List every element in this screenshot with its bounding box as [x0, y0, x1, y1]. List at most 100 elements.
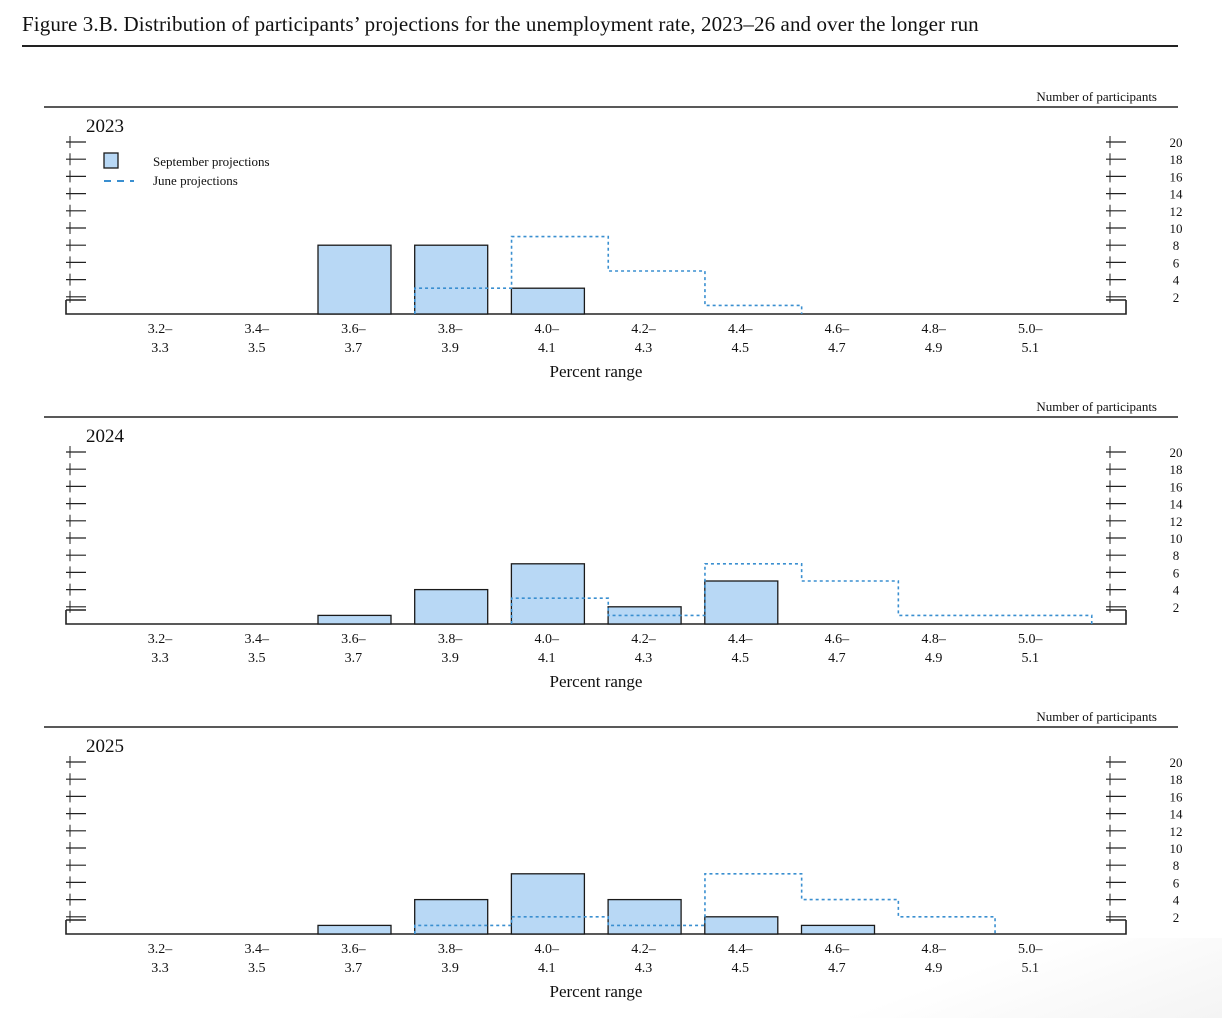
x-tick-label-high: 4.3 [635, 341, 653, 356]
x-tick-label-high: 4.7 [828, 341, 846, 356]
x-tick-label-low: 3.2– [148, 942, 174, 957]
september-bar [704, 580, 779, 625]
panel-2023: Number of participants 2023 2 4 6 8 10 12 14 16 18… [44, 89, 1183, 381]
y-tick-label: 20 [1170, 755, 1183, 770]
y-tick-label: 4 [1173, 583, 1180, 598]
title-rule [22, 45, 1178, 47]
y-tick-label: 18 [1170, 462, 1183, 477]
x-tick-label-high: 3.9 [441, 961, 459, 976]
y-tick-label: 16 [1170, 169, 1184, 184]
x-tick-label-high: 4.9 [925, 341, 943, 356]
y-axis-label: Number of participants [1036, 709, 1157, 724]
panel-year-title: 2024 [86, 426, 125, 447]
x-tick-label-low: 3.4– [244, 942, 270, 957]
panel-year-title: 2025 [86, 736, 124, 757]
x-tick-label-low: 3.8– [438, 942, 464, 957]
y-tick-label: 14 [1170, 187, 1184, 202]
september-bar [510, 873, 586, 935]
y-tick-label: 8 [1173, 238, 1180, 253]
x-axis-label: Percent range [550, 672, 643, 691]
x-tick-label-high: 4.5 [731, 341, 749, 356]
y-tick-label: 10 [1170, 841, 1183, 856]
x-tick-label-high: 4.5 [731, 651, 749, 666]
x-tick-label-low: 5.0– [1018, 322, 1044, 337]
x-tick-label-low: 3.2– [148, 322, 174, 337]
june-step-outline [510, 563, 1093, 624]
september-bar [414, 898, 489, 935]
x-tick-label-low: 3.4– [244, 632, 270, 647]
x-tick-label-low: 4.4– [728, 632, 754, 647]
september-bar [317, 924, 392, 935]
september-bar [510, 563, 586, 625]
x-tick-label-low: 3.6– [341, 322, 367, 337]
x-tick-label-high: 4.1 [538, 961, 556, 976]
x-tick-label-high: 5.1 [1022, 961, 1040, 976]
y-tick-label: 2 [1173, 290, 1180, 305]
x-tick-label-high: 3.7 [345, 961, 363, 976]
x-tick-label-high: 3.3 [151, 341, 169, 356]
x-tick-label-low: 4.2– [631, 632, 657, 647]
x-tick-label-low: 3.8– [438, 322, 464, 337]
x-tick-label-low: 4.8– [921, 632, 947, 647]
x-tick-label-low: 3.4– [244, 322, 270, 337]
y-tick-label: 8 [1173, 858, 1180, 873]
x-tick-label-high: 3.5 [248, 961, 266, 976]
june-step-outline [414, 873, 996, 934]
x-tick-label-high: 3.3 [151, 961, 169, 976]
x-tick-label-low: 4.2– [631, 942, 657, 957]
x-tick-label-high: 3.5 [248, 651, 266, 666]
panel-2024: Number of participants 2024 2 4 6 8 10 12 14 16 18… [44, 399, 1183, 691]
x-tick-label-high: 3.9 [441, 651, 459, 666]
y-tick-label: 2 [1173, 600, 1180, 615]
x-tick-label-high: 4.1 [538, 341, 556, 356]
x-tick-label-high: 5.1 [1022, 341, 1040, 356]
y-tick-label: 18 [1170, 772, 1183, 787]
x-tick-label-high: 4.9 [925, 961, 943, 976]
x-tick-label-low: 4.0– [535, 632, 561, 647]
panel-2025: Number of participants 2025 2 4 6 8 10 12 14 16 18… [44, 709, 1183, 1001]
x-tick-label-low: 3.2– [148, 632, 174, 647]
september-bar [317, 614, 392, 625]
y-tick-label: 12 [1170, 824, 1183, 839]
x-tick-label-high: 3.5 [248, 341, 266, 356]
x-tick-label-low: 4.8– [921, 322, 947, 337]
y-tick-label: 16 [1170, 479, 1184, 494]
y-tick-label: 6 [1173, 565, 1180, 580]
y-tick-label: 12 [1170, 514, 1183, 529]
x-axis-baseline [65, 610, 1127, 625]
x-tick-label-low: 4.4– [728, 322, 754, 337]
x-tick-label-high: 3.7 [345, 651, 363, 666]
june-step-outline [414, 235, 803, 314]
x-tick-label-low: 4.6– [825, 632, 851, 647]
september-bar [800, 924, 876, 935]
y-tick-label: 20 [1170, 445, 1183, 460]
legend-june-label: June projections [153, 173, 238, 188]
legend-september-swatch [103, 152, 119, 169]
y-tick-label: 18 [1170, 152, 1183, 167]
x-tick-label-low: 3.6– [341, 942, 367, 957]
x-tick-label-low: 4.6– [825, 942, 851, 957]
x-axis-baseline [65, 920, 1127, 935]
x-tick-label-low: 3.8– [438, 632, 464, 647]
x-axis-label: Percent range [550, 362, 643, 381]
x-tick-label-high: 4.9 [925, 651, 943, 666]
x-tick-label-low: 4.0– [535, 942, 561, 957]
y-tick-label: 14 [1170, 807, 1184, 822]
y-tick-label: 6 [1173, 875, 1180, 890]
x-tick-label-high: 3.7 [345, 341, 363, 356]
x-tick-label-high: 3.3 [151, 651, 169, 666]
x-tick-label-low: 4.8– [921, 942, 947, 957]
x-tick-label-high: 4.3 [635, 651, 653, 666]
x-tick-label-low: 4.6– [825, 322, 851, 337]
x-tick-label-high: 4.1 [538, 651, 556, 666]
y-tick-label: 4 [1173, 273, 1180, 288]
september-bar [704, 916, 779, 935]
september-bar [414, 588, 489, 625]
y-axis-label: Number of participants [1036, 89, 1157, 104]
y-tick-label: 8 [1173, 548, 1180, 563]
y-tick-label: 16 [1170, 789, 1184, 804]
x-tick-label-high: 4.7 [828, 651, 846, 666]
september-bar [414, 244, 489, 315]
x-tick-label-high: 4.5 [731, 961, 749, 976]
september-bar [510, 287, 586, 315]
